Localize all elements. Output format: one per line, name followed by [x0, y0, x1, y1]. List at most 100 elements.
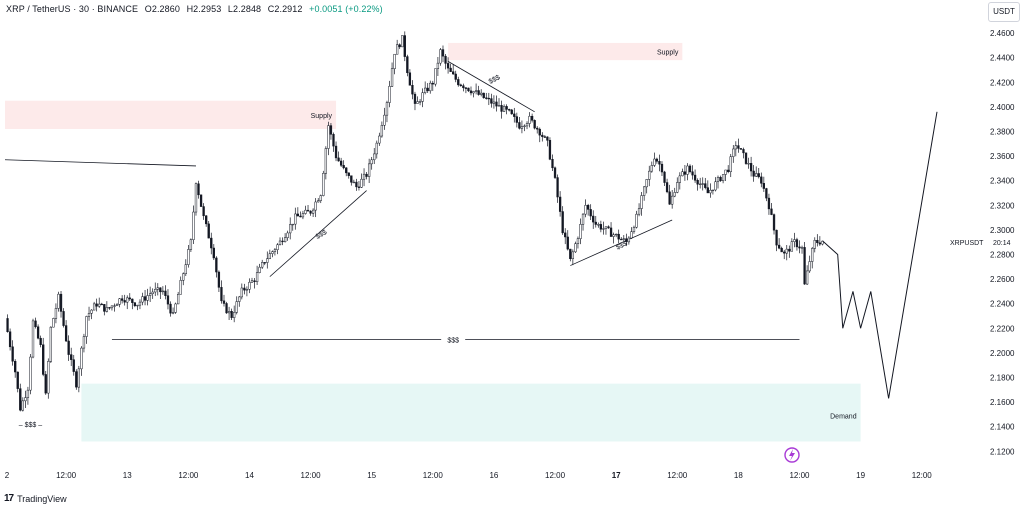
candle-body: [424, 87, 427, 93]
candle-body: [569, 248, 572, 260]
candle-body: [49, 326, 52, 362]
candle-body: [347, 172, 350, 176]
candle-body: [154, 289, 157, 293]
supply-zone: [5, 100, 337, 130]
candle-body: [276, 244, 279, 251]
x-tick-label: 12:00: [667, 471, 688, 480]
candle-body: [115, 304, 119, 306]
candle-body: [271, 251, 274, 254]
candle-body: [215, 257, 218, 273]
candle-body: [299, 215, 302, 218]
candle-body: [795, 239, 799, 248]
candle-body: [378, 135, 381, 144]
candle-body: [187, 249, 190, 265]
x-tick-label: 19: [856, 471, 865, 480]
candle-body: [696, 180, 699, 185]
y-tick-label: 2.2800: [990, 250, 1015, 259]
trend-line: [269, 190, 367, 277]
candle-body: [818, 242, 822, 245]
candle-body: [352, 181, 356, 184]
candle-body: [533, 120, 536, 129]
candle-body: [105, 307, 109, 312]
candle-body: [248, 281, 251, 290]
candle-body: [113, 305, 116, 307]
candle-body: [64, 325, 68, 342]
brand[interactable]: 17 TradingView: [4, 493, 67, 504]
candle-body: [528, 115, 531, 124]
candle-body: [536, 127, 539, 130]
ohlc-low: L2.2848: [227, 4, 262, 14]
price-tag: XRPUSDT 20:14: [950, 240, 1011, 247]
zones-layer: Supply Supply Demand: [5, 42, 861, 442]
candle-body: [523, 125, 526, 127]
candle-body: [513, 113, 516, 117]
candle-body: [737, 145, 740, 149]
candle-body: [166, 295, 170, 305]
candle-body: [286, 232, 289, 238]
candle-body: [36, 326, 40, 339]
candle-body: [103, 304, 106, 312]
price-tag-countdown: 20:14: [993, 240, 1011, 247]
candle-body: [765, 188, 768, 199]
candle-body: [217, 271, 221, 288]
candle-body: [197, 183, 200, 196]
symbol-title[interactable]: XRP / TetherUS · 30 · BINANCE: [6, 4, 139, 14]
candle-body: [439, 49, 442, 64]
candle-body: [355, 181, 358, 188]
candle-body: [70, 354, 73, 360]
candle-body: [691, 171, 694, 176]
candle-body: [14, 360, 17, 373]
candle-body: [393, 53, 396, 69]
candle-body: [744, 152, 748, 164]
candle-body: [614, 233, 618, 236]
lightning-icon[interactable]: [784, 447, 800, 463]
candle-body: [227, 311, 231, 314]
candle-body: [396, 44, 399, 55]
y-tick-label: 2.3400: [990, 177, 1015, 186]
candle-body: [339, 160, 343, 166]
candle-body: [467, 87, 470, 92]
liquidity-label: $$$: [488, 74, 502, 86]
currency-button[interactable]: USDT: [988, 2, 1020, 22]
candle-body: [487, 97, 490, 100]
candle-body: [589, 209, 592, 217]
candle-body: [811, 248, 814, 262]
liquidity-label: $$$: [315, 229, 329, 241]
candle-body: [255, 272, 259, 282]
candle-body: [520, 126, 524, 129]
candle-body: [8, 331, 12, 348]
candle-body: [492, 101, 496, 104]
candle-body: [597, 224, 600, 226]
candle-body: [813, 239, 816, 249]
tradingview-logo-icon: 17: [4, 493, 14, 504]
candle-body: [727, 169, 730, 172]
candle-body: [426, 87, 429, 92]
candle-body: [604, 226, 608, 229]
candle-body: [673, 192, 676, 197]
y-tick-label: 2.4600: [990, 29, 1015, 38]
candle-body: [57, 293, 60, 309]
candle-body: [398, 44, 401, 48]
candle-body: [301, 213, 305, 218]
candle-body: [630, 231, 633, 239]
candle-body: [324, 148, 328, 174]
candle-body: [306, 209, 310, 212]
candle-body: [635, 213, 638, 228]
candle-body: [367, 163, 371, 177]
candle-body: [579, 223, 582, 239]
x-tick-label: 15: [367, 471, 376, 480]
candle-body: [401, 35, 404, 48]
candle-body: [808, 261, 811, 272]
candle-body: [490, 98, 493, 104]
candle-body: [620, 238, 623, 241]
candle-body: [586, 204, 590, 210]
candle-body: [225, 303, 228, 314]
candle-body: [238, 296, 241, 302]
candle-body: [194, 183, 198, 213]
candle-body: [243, 287, 246, 291]
price-change: +0.0051 (+0.22%): [309, 4, 383, 14]
candle-body: [87, 312, 91, 317]
candle-body: [309, 210, 312, 214]
candle-body: [263, 262, 266, 264]
